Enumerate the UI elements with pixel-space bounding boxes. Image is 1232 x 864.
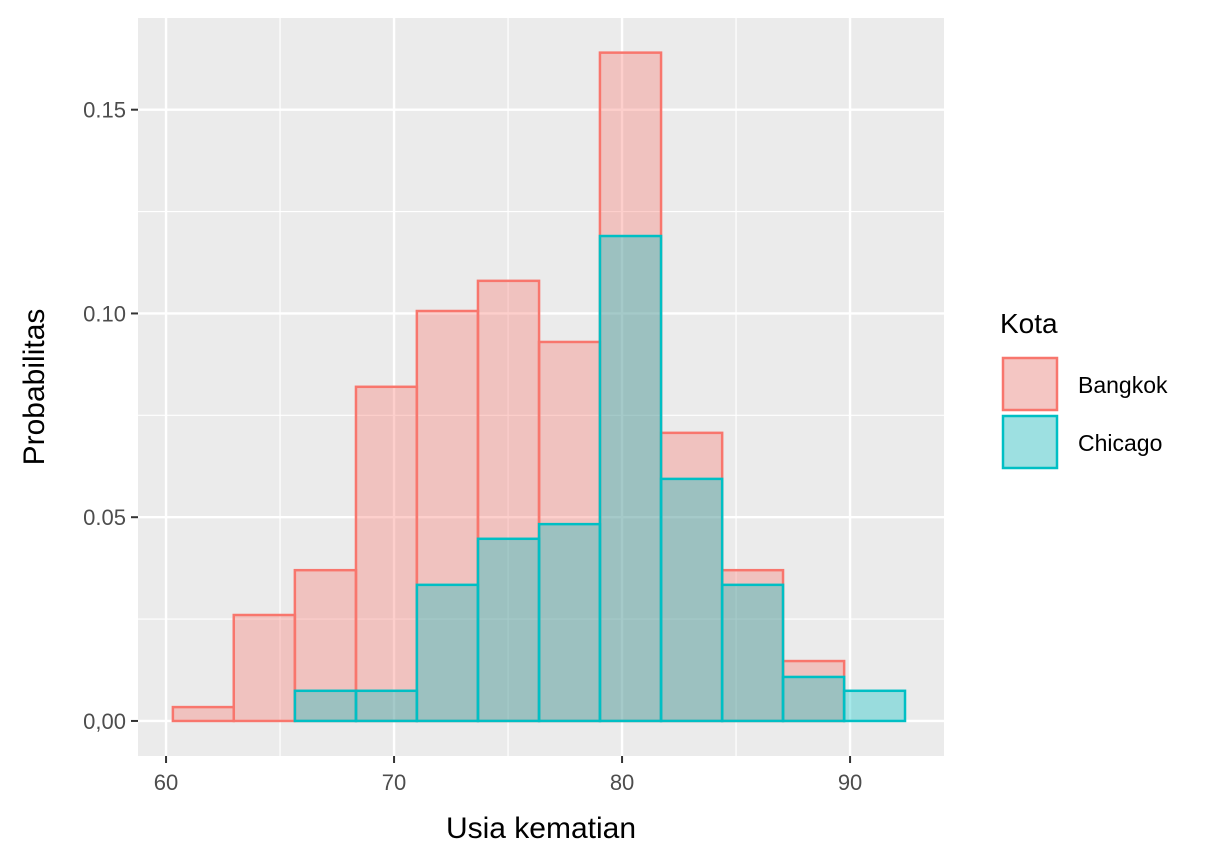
- y-tick-label: 0.10: [83, 301, 126, 326]
- bar-chicago: [476, 537, 541, 723]
- bar-chicago: [842, 689, 907, 723]
- bar-bangkok: [171, 705, 236, 723]
- bar-chicago: [781, 675, 846, 723]
- x-axis-label: Usia kematian: [446, 812, 636, 845]
- bar-chicago: [720, 583, 785, 723]
- legend-label: Chicago: [1078, 430, 1162, 456]
- x-tick-label: 60: [154, 770, 178, 795]
- legend-title: Kota: [1000, 308, 1058, 339]
- y-axis-label: Probabilitas: [18, 309, 51, 466]
- x-tick-label: 70: [382, 770, 406, 795]
- legend-key-bangkok: [1001, 356, 1059, 412]
- x-tick-label: 80: [610, 770, 634, 795]
- y-tick-label: 0.05: [83, 505, 126, 530]
- bar-chicago: [415, 583, 480, 723]
- bar-bangkok: [354, 385, 419, 723]
- legend-key-background: [1002, 357, 1058, 411]
- bar-bangkok: [476, 279, 541, 723]
- bar-bangkok: [720, 568, 785, 723]
- bar-chicago: [537, 522, 602, 723]
- bar-bangkok: [659, 431, 724, 723]
- x-tick-label: 90: [838, 770, 862, 795]
- bar-chicago: [354, 689, 419, 723]
- bar-bangkok: [293, 568, 358, 723]
- panel-background: [138, 18, 944, 756]
- bar-chicago: [659, 477, 724, 723]
- legend-label: Bangkok: [1078, 372, 1168, 398]
- bar-bangkok: [232, 613, 297, 723]
- y-tick-label: 0.15: [83, 98, 126, 123]
- legend: Kota Bangkok Chicago: [1000, 308, 1168, 470]
- y-tick-label: 0,00: [83, 709, 126, 734]
- legend-key-chicago: [1001, 414, 1059, 470]
- bar-chicago: [293, 689, 358, 723]
- bar-chicago: [598, 234, 663, 723]
- legend-key-background: [1002, 415, 1058, 469]
